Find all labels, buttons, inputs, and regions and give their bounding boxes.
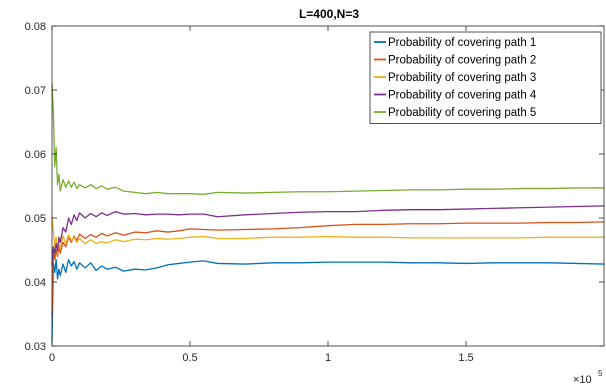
y-tick-label: 0.05 (25, 213, 46, 225)
legend-label-3: Probability of covering path 3 (388, 72, 536, 84)
series-line-4 (51, 205, 605, 267)
x-tick-label: 0.5 (182, 352, 197, 364)
legend-box (369, 31, 602, 124)
x-exponent-power: 5 (598, 369, 603, 378)
x-tick-label: 1.5 (458, 352, 473, 364)
legend-label-2: Probability of covering path 2 (388, 55, 536, 67)
plot-area (51, 83, 605, 343)
series-line-1 (51, 258, 605, 343)
legend-label-5: Probability of covering path 5 (388, 107, 536, 119)
legend: Probability of covering path 1 Probabilit… (369, 31, 602, 124)
chart-title: L=400,N=3 (299, 7, 359, 21)
series-line-5 (51, 83, 604, 195)
y-tick-label: 0.03 (25, 341, 46, 353)
y-tick-label: 0.06 (25, 149, 46, 161)
series-line-2 (51, 221, 605, 318)
axes: 0 0.5 1 1.5 ×10 5 0.03 0.04 0.05 0.06 0.07 0.08 (25, 21, 605, 386)
y-tick-label: 0.08 (25, 21, 46, 33)
legend-label-4: Probability of covering path 4 (388, 90, 537, 102)
x-tick-label: 1 (325, 352, 331, 364)
series-line-3 (51, 216, 604, 254)
x-exponent-label: ×10 (573, 374, 592, 386)
y-tick-label: 0.07 (25, 85, 46, 97)
legend-label-1: Probability of covering path 1 (388, 37, 536, 49)
y-tick-label: 0.04 (25, 277, 46, 289)
x-tick-label: 0 (49, 352, 55, 364)
